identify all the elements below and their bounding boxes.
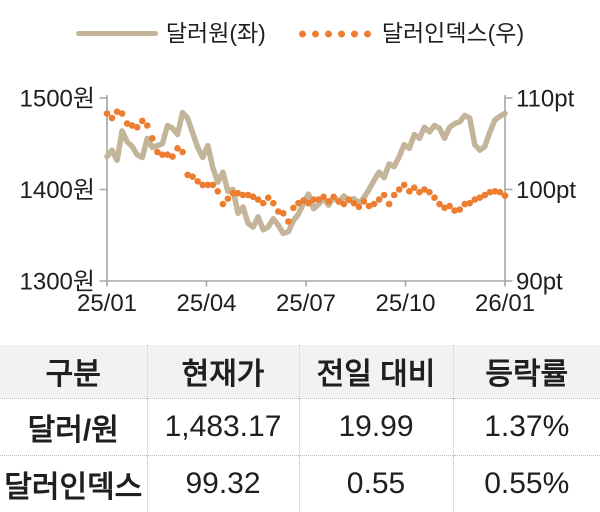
cell-label: 달러/원 [0, 397, 147, 455]
right-axis-tick-label: 90pt [516, 269, 563, 296]
left-axis-tick-label: 1500원 [20, 86, 95, 113]
chart-axes [99, 95, 513, 287]
cell-change-rate: 0.55% [452, 454, 600, 512]
x-axis-tick-label: 25/04 [176, 290, 236, 317]
fx-chart: 1500원 1400원 1300원 110pt 100pt 90pt 25/01 25/04 2… [20, 86, 577, 318]
right-axis-tick-label: 100pt [516, 177, 576, 204]
cell-day-change: 19.99 [298, 397, 453, 455]
legend-label-dollar-index: 달러인덱스(우) [381, 20, 525, 46]
col-header-day-change: 전일 대비 [298, 345, 453, 398]
legend-item-dollar-won: 달러원(좌) [75, 20, 266, 46]
x-axis-tick-label: 25/01 [77, 290, 137, 317]
solid-line-swatch [75, 31, 158, 36]
dollar-index-dots [103, 108, 509, 225]
right-axis-tick-label: 110pt [516, 86, 575, 113]
left-axis-tick-label: 1400원 [20, 177, 95, 204]
cell-current-price: 99.32 [146, 454, 299, 512]
cell-day-change: 0.55 [298, 454, 453, 512]
dollar-won-line [104, 109, 508, 237]
fx-table: 구분 현재가 전일 대비 등락률 달러/원 1,483.17 19.99 1.3… [0, 345, 600, 512]
dotted-line-swatch [295, 29, 374, 38]
x-axis-tick-label: 26/01 [475, 290, 535, 317]
x-axis-tick-label: 25/07 [276, 290, 336, 317]
left-axis-tick-label: 1300원 [20, 269, 95, 296]
table-row-dollar-won: 달러/원 1,483.17 19.99 1.37% [0, 397, 600, 455]
cell-label: 달러인덱스 [0, 454, 147, 512]
cell-change-rate: 1.37% [452, 397, 600, 455]
table-header-row: 구분 현재가 전일 대비 등락률 [0, 345, 600, 398]
col-header-category: 구분 [0, 345, 147, 398]
cell-current-price: 1,483.17 [146, 397, 299, 455]
legend-label-dollar-won: 달러원(좌) [165, 20, 266, 46]
chart-legend: 달러원(좌) 달러인덱스(우) [0, 22, 600, 45]
col-header-change-rate: 등락률 [452, 345, 600, 398]
x-axis-tick-label: 25/10 [375, 290, 435, 317]
col-header-current-price: 현재가 [146, 345, 299, 398]
table-row-dollar-index: 달러인덱스 99.32 0.55 0.55% [0, 454, 600, 512]
legend-item-dollar-index: 달러인덱스(우) [295, 20, 525, 46]
